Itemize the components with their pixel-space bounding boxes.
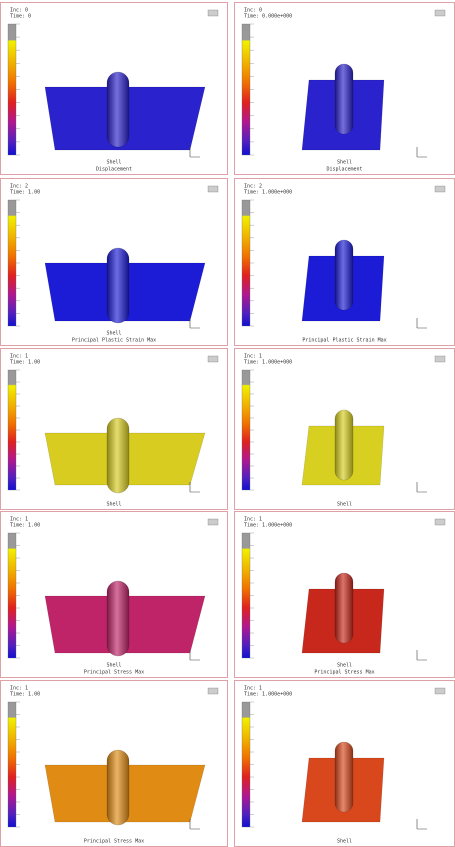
logo: [435, 519, 445, 525]
panel-header: Time: 1.00: [10, 360, 40, 366]
logo: [435, 356, 445, 362]
legend-bar: [8, 533, 16, 658]
cylinder-shade: [107, 248, 129, 323]
panel-caption: Principal Stress Max: [84, 670, 144, 676]
logo: [208, 688, 218, 694]
legend-bar: [8, 370, 16, 490]
cylinder-shade: [335, 240, 353, 310]
panel-caption: Principal Stress Max: [84, 839, 144, 845]
legend-bar: [242, 702, 250, 827]
legend-bar: [242, 200, 250, 326]
panel-caption: Principal Stress Max: [314, 670, 374, 676]
legend-bar: [242, 533, 250, 658]
legend-bar: [242, 24, 250, 155]
panel-caption: Displacement: [326, 167, 362, 173]
logo: [208, 186, 218, 192]
logo: [435, 688, 445, 694]
cylinder-shade: [335, 410, 353, 480]
panel-header: Time: 1.00: [10, 523, 40, 529]
panel-header: Time: 1.000e+000: [244, 190, 292, 196]
legend-bar: [8, 24, 16, 155]
page: Inc: 0Time: 0ShellDisplacementInc: 0Time…: [0, 0, 455, 847]
panel-caption: Principal Plastic Strain Max: [72, 338, 156, 344]
panel-header: Time: 1.00: [10, 692, 40, 698]
cylinder-shade: [107, 581, 129, 656]
panel-caption: Shell: [337, 160, 352, 166]
legend-bar: [8, 702, 16, 827]
panel-header: Time: 1.000e+000: [244, 523, 292, 529]
legend-bar: [242, 370, 250, 490]
logo: [435, 186, 445, 192]
logo: [208, 519, 218, 525]
legend-bar: [8, 200, 16, 326]
logo: [435, 10, 445, 16]
logo: [208, 356, 218, 362]
cylinder-shade: [107, 418, 129, 493]
panel-caption: Principal Plastic Strain Max: [302, 338, 386, 344]
logo: [208, 10, 218, 16]
panel-caption: Shell: [337, 663, 352, 669]
cylinder-shade: [335, 573, 353, 643]
panel-caption: Shell: [106, 502, 121, 508]
panel-header: Time: 1.000e+000: [244, 360, 292, 366]
panel-caption: Shell: [106, 331, 121, 337]
cylinder-shade: [335, 64, 353, 134]
screenshot: Inc: 0Time: 0ShellDisplacementInc: 0Time…: [0, 0, 455, 847]
panel-header: Time: 1.000e+000: [244, 692, 292, 698]
panel-header: Time: 0.000e+000: [244, 14, 292, 20]
panel-caption: Shell: [106, 160, 121, 166]
cylinder-shade: [107, 750, 129, 825]
panel-caption: Displacement: [96, 167, 132, 173]
cylinder-shade: [107, 72, 129, 147]
panel-header: Time: 1.00: [10, 190, 40, 196]
panel-header: Time: 0: [10, 14, 31, 20]
panel-caption: Shell: [106, 663, 121, 669]
panel-caption: Shell: [337, 839, 352, 845]
panel-caption: Shell: [337, 502, 352, 508]
cylinder-shade: [335, 742, 353, 812]
